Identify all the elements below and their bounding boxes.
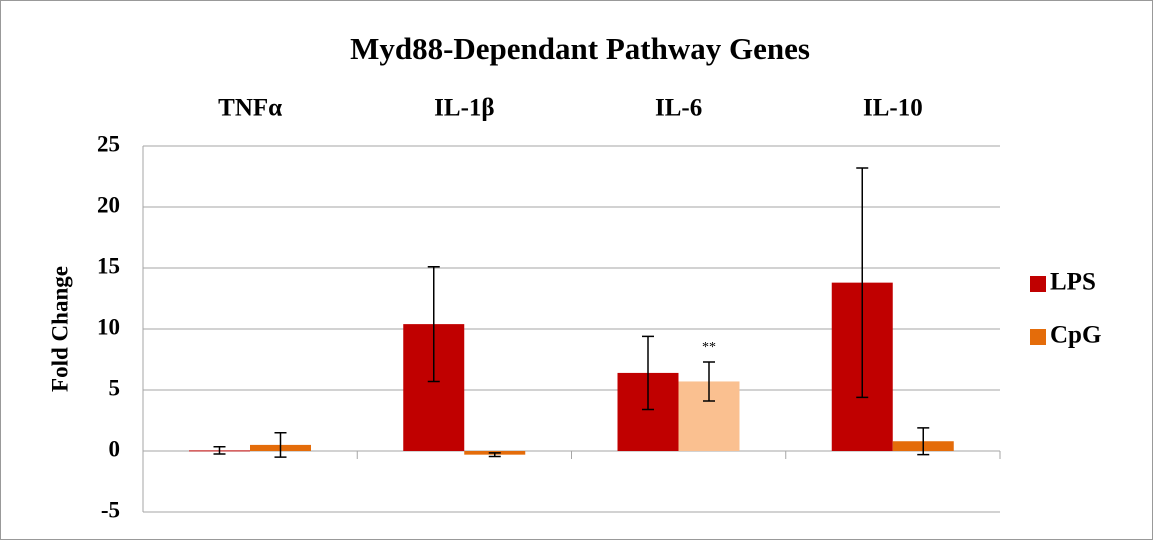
y-tick-label: 0: [109, 436, 121, 461]
error-bar: [213, 445, 226, 455]
error-bar: [488, 452, 501, 458]
y-tick-label: 15: [97, 253, 120, 278]
legend-swatch: [1030, 329, 1046, 345]
error-bar: [642, 335, 654, 411]
y-tick-label: 10: [97, 314, 120, 339]
legend-label: CpG: [1050, 322, 1101, 349]
error-bar: [274, 431, 287, 458]
legend-swatch: [1030, 276, 1046, 292]
y-axis-title: Fold Change: [47, 266, 72, 392]
category-label: IL-1β: [434, 95, 494, 122]
error-bar: [427, 266, 440, 383]
error-bar: [703, 361, 715, 402]
category-label: IL-10: [863, 95, 923, 122]
legend-label: LPS: [1050, 269, 1096, 296]
y-tick-label: 20: [97, 192, 120, 217]
category-label: TNFα: [218, 95, 282, 122]
y-tick-label: -5: [101, 497, 120, 522]
y-tick-label: 25: [97, 131, 120, 156]
chart-title: Myd88-Dependant Pathway Genes: [350, 31, 810, 66]
category-label: IL-6: [655, 95, 702, 122]
error-bar: [856, 167, 869, 399]
y-tick-label: 5: [109, 375, 121, 400]
annotation: **: [702, 340, 716, 355]
error-bar: [917, 427, 930, 456]
